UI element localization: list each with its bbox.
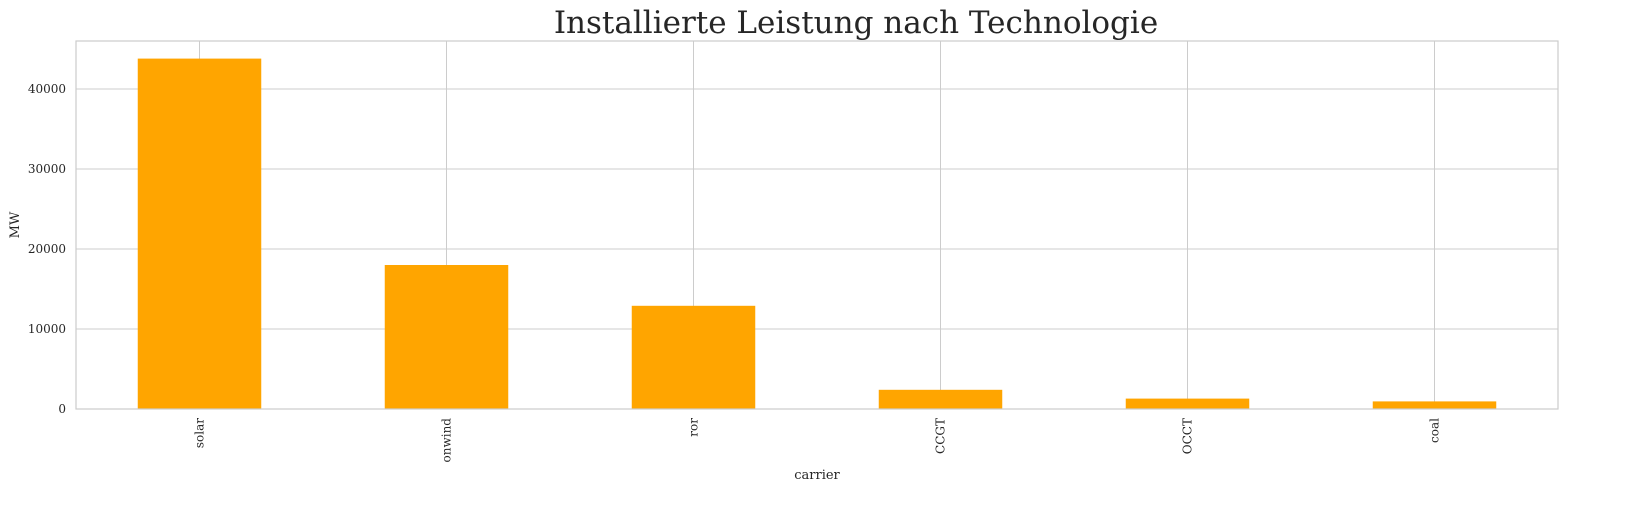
bar-onwind: [384, 265, 509, 409]
x-tick-label: coal: [1428, 418, 1442, 443]
y-tick-label: 0: [58, 402, 66, 416]
bar-coal: [1372, 401, 1497, 409]
x-tick-label: onwind: [440, 418, 454, 463]
plot-frame: [75, 40, 1559, 410]
y-axis-label: MW: [8, 211, 23, 238]
y-tick-label: 40000: [28, 82, 66, 96]
bar-ror: [631, 305, 756, 409]
x-tick-label: solar: [193, 418, 207, 448]
bar-ccgt: [878, 389, 1003, 409]
y-tick-label: 30000: [28, 162, 66, 176]
x-tick-label: CCGT: [934, 418, 948, 454]
x-axis-ticks: solar onwind ror CCGT OCCT coal: [193, 418, 1442, 463]
bar-occt: [1125, 398, 1250, 409]
y-axis-ticks: 0 10000 20000 30000 40000: [28, 82, 66, 416]
x-tick-label: OCCT: [1181, 418, 1195, 454]
bar-solar: [137, 58, 262, 409]
x-axis-label: carrier: [794, 468, 840, 483]
grid: [76, 41, 1558, 410]
chart-title: Installierte Leistung nach Technologie: [554, 5, 1158, 41]
y-tick-label: 20000: [28, 242, 66, 256]
x-tick-label: ror: [687, 418, 701, 437]
y-tick-label: 10000: [28, 322, 66, 336]
bars: [137, 58, 1497, 409]
